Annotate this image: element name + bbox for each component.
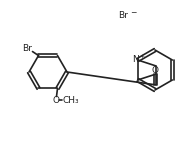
Text: Br: Br: [23, 44, 32, 53]
Text: −: −: [130, 8, 136, 18]
Text: N: N: [132, 55, 139, 65]
Text: CH₃: CH₃: [62, 96, 79, 105]
Text: O: O: [53, 96, 60, 105]
Text: +: +: [140, 53, 145, 59]
Text: Br: Br: [118, 12, 128, 20]
Text: O: O: [151, 66, 158, 75]
